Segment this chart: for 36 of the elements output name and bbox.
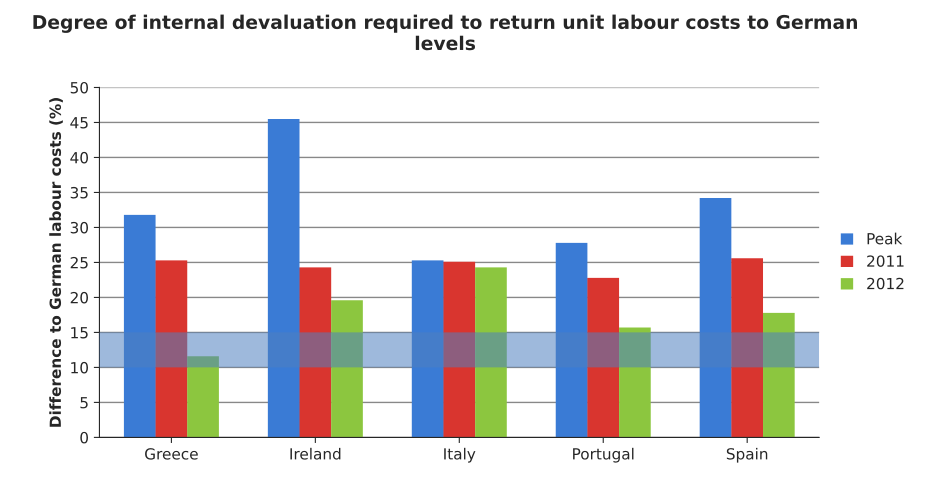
bar <box>268 118 300 438</box>
bar <box>475 267 507 438</box>
bar <box>300 267 332 438</box>
legend-label: 2012 <box>867 278 904 290</box>
bar <box>619 328 651 438</box>
legend-label: 2011 <box>867 255 904 267</box>
bar <box>412 260 444 438</box>
y-tick-label: 10 <box>71 362 88 374</box>
y-tick-label: 5 <box>80 397 88 408</box>
bar <box>587 278 620 438</box>
bar <box>731 258 764 438</box>
legend-label: Peak <box>868 232 902 244</box>
y-tick-label: 30 <box>70 222 88 234</box>
bar <box>763 312 795 438</box>
bar <box>556 242 588 438</box>
bar <box>124 214 156 438</box>
y-tick-label: 50 <box>70 82 88 94</box>
x-tick-label: Spain <box>726 448 768 463</box>
y-tick-label: 15 <box>71 327 88 338</box>
bar <box>187 356 219 438</box>
y-tick-label: 45 <box>70 117 88 128</box>
x-tick-label: Ireland <box>290 448 340 460</box>
x-tick-label: Portugal <box>573 448 634 463</box>
y-tick-label: 35 <box>70 186 88 198</box>
y-tick-label: 20 <box>70 292 88 304</box>
bar <box>700 198 732 438</box>
y-tick-label: 0 <box>80 432 88 444</box>
bar <box>156 260 188 438</box>
y-tick-label: 25 <box>70 256 88 268</box>
bar <box>331 300 363 438</box>
x-tick-label: Italy <box>444 448 476 463</box>
bar <box>443 262 476 438</box>
y-axis-title: Difference to German labour costs (%) <box>49 98 63 427</box>
y-tick-label: 40 <box>70 152 88 164</box>
x-tick-label: Greece <box>145 448 198 460</box>
chart-title: Degree of internal devaluation required to return unit labour costs to German levels <box>33 14 858 50</box>
